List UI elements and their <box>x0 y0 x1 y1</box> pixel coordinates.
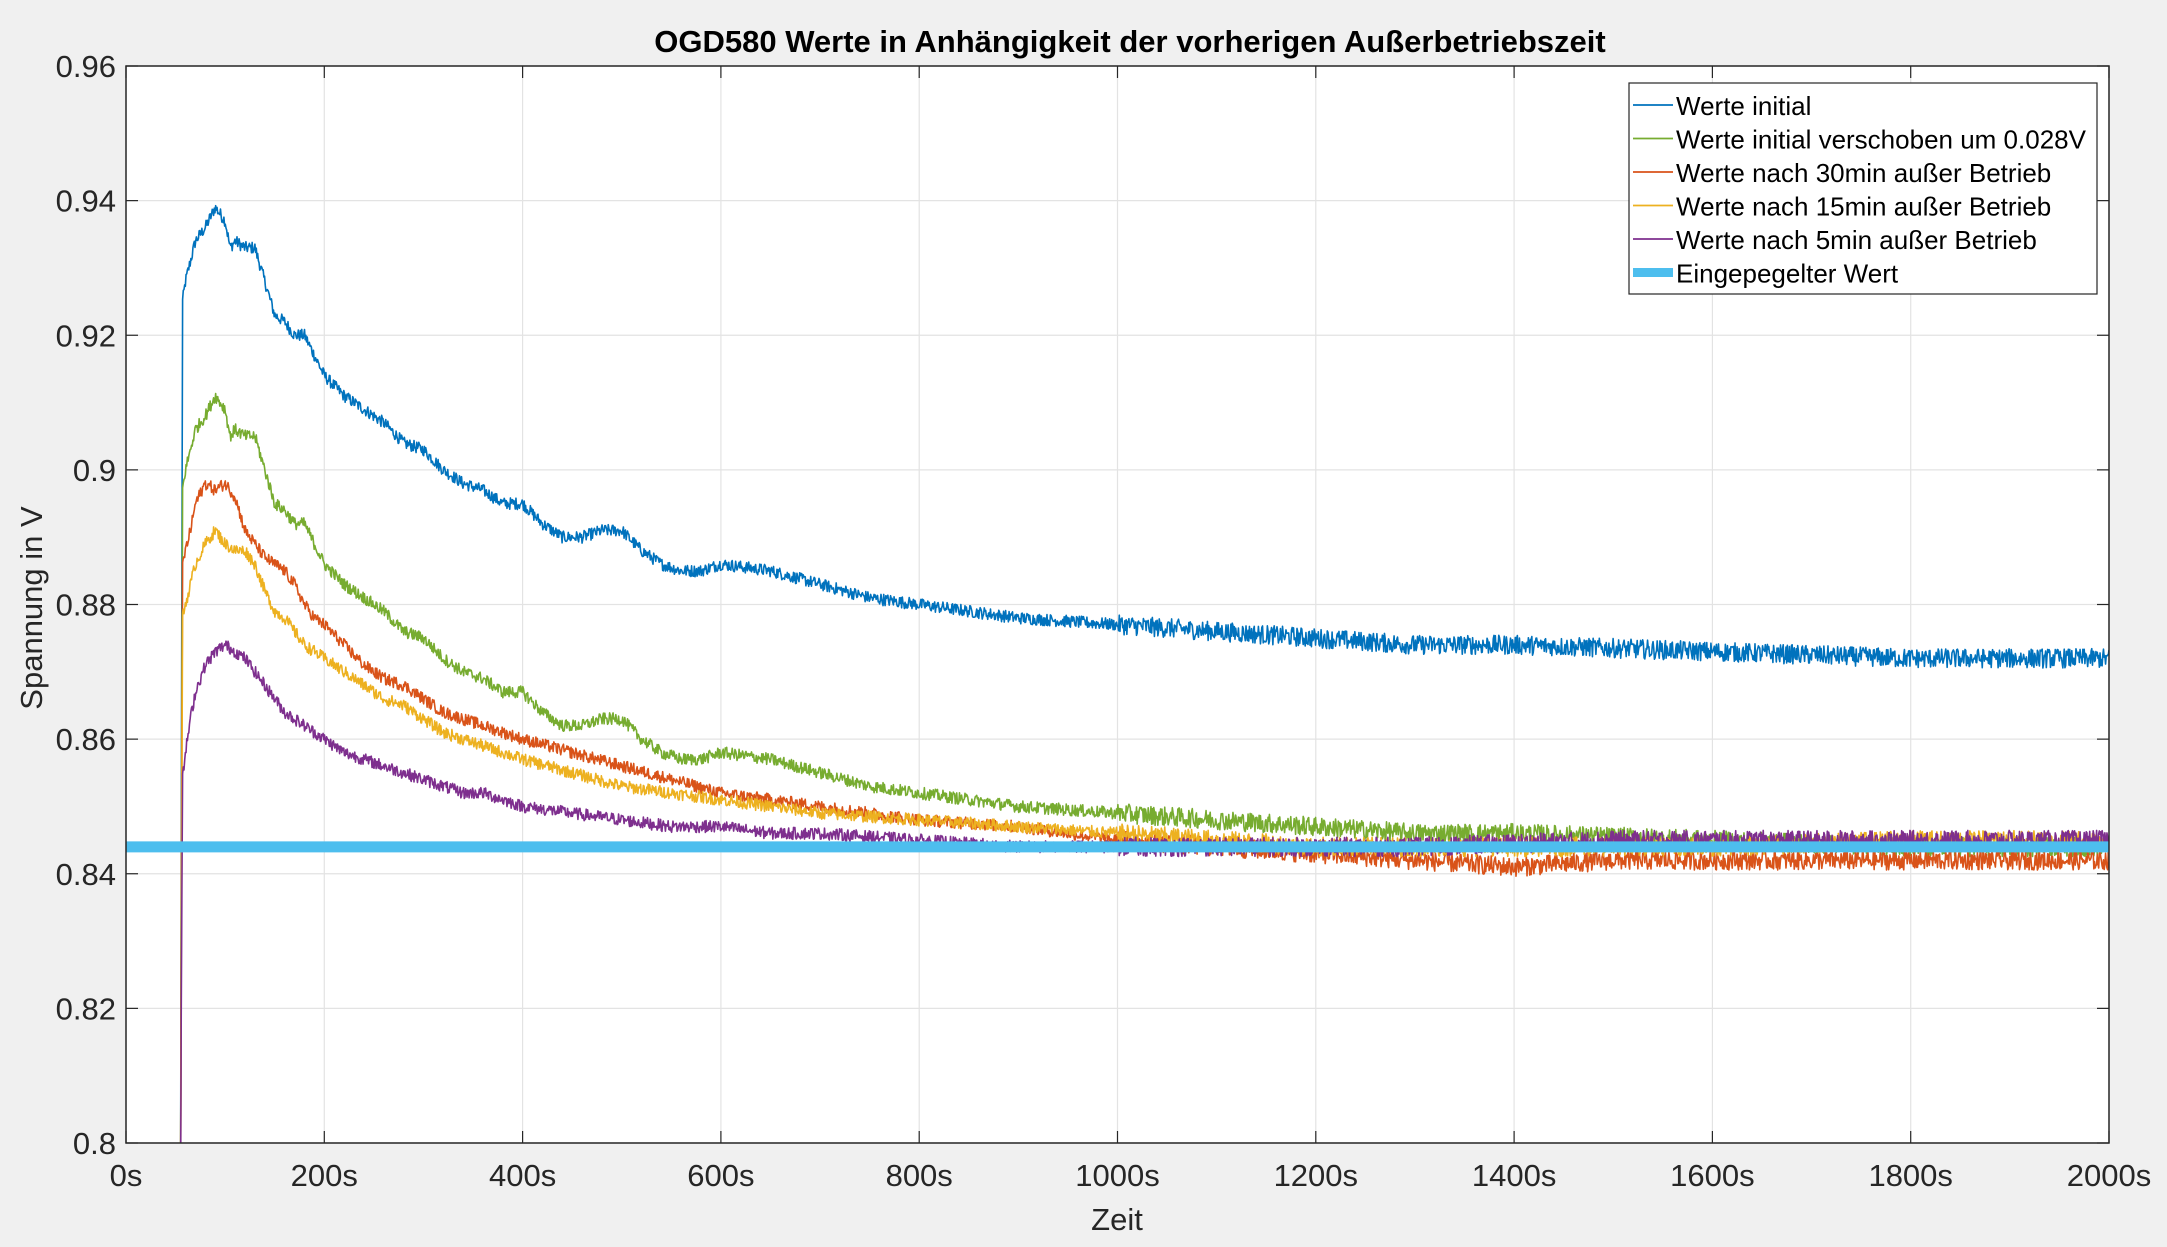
series-line-0 <box>179 204 2109 1143</box>
x-axis-label: Zeit <box>1091 1202 1143 1237</box>
series-lines <box>126 204 2109 1143</box>
x-tick-label: 400s <box>489 1158 556 1193</box>
y-tick-label: 0.88 <box>56 588 116 623</box>
legend-label-5: Eingepegelter Wert <box>1676 259 1899 289</box>
y-tick-label: 0.96 <box>56 49 116 84</box>
y-tick-label: 0.84 <box>56 857 116 892</box>
axis-ticks <box>125 65 2110 1144</box>
legend-label-2: Werte nach 30min außer Betrieb <box>1676 158 2051 188</box>
x-tick-label: 1000s <box>1075 1158 1159 1193</box>
x-tick-labels: 0s 200s 400s 600s 800s 1000s 1200s 1400s 1600s 18… <box>110 1158 2152 1193</box>
y-axis-label: Spannung in V <box>14 506 49 710</box>
x-tick-label: 0s <box>110 1158 143 1193</box>
chart-title: OGD580 Werte in Anhängigkeit der vorheri… <box>654 24 1605 59</box>
x-tick-label: 800s <box>886 1158 953 1193</box>
legend-box <box>1628 82 2098 295</box>
y-tick-label: 0.92 <box>56 318 116 353</box>
x-tick-label: 1200s <box>1274 1158 1358 1193</box>
y-tick-label: 0.9 <box>73 453 116 488</box>
x-tick-label: 200s <box>291 1158 358 1193</box>
x-tick-label: 1600s <box>1670 1158 1754 1193</box>
x-tick-label: 600s <box>687 1158 754 1193</box>
y-tick-label: 0.94 <box>56 184 116 219</box>
x-tick-label: 1400s <box>1472 1158 1556 1193</box>
legend-label-4: Werte nach 5min außer Betrieb <box>1676 225 2037 255</box>
y-tick-label: 0.8 <box>73 1126 116 1161</box>
y-tick-label: 0.82 <box>56 991 116 1026</box>
x-tick-label: 1800s <box>1868 1158 1952 1193</box>
legend-label-1: Werte initial verschoben um 0.028V <box>1676 125 2087 155</box>
legend-label-3: Werte nach 15min außer Betrieb <box>1676 192 2051 222</box>
legend-label-0: Werte initial <box>1676 91 1811 121</box>
y-tick-label: 0.86 <box>56 722 116 757</box>
x-tick-label: 2000s <box>2067 1158 2151 1193</box>
y-tick-labels: 0.8 0.82 0.84 0.86 0.88 0.9 0.92 0.94 0.96 <box>56 49 116 1161</box>
legend: Werte initial Werte initial verschoben um… <box>1628 82 2098 295</box>
